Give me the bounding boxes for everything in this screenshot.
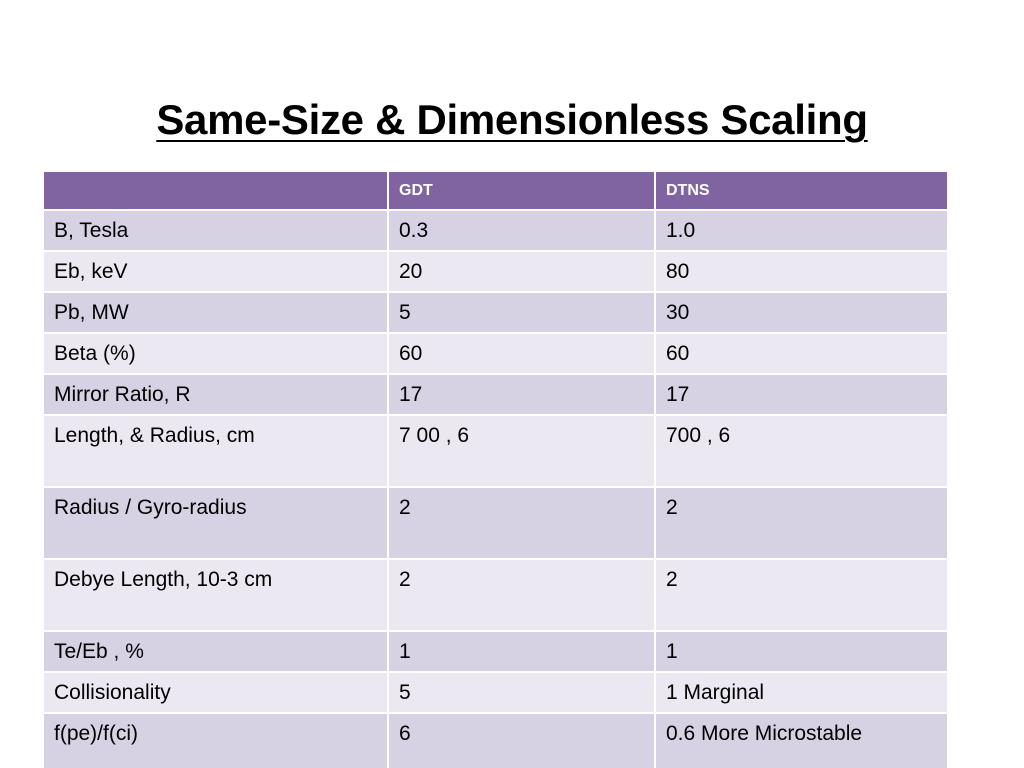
gdt-cell: 0.3 [387,209,656,252]
dtns-cell: 1 Marginal [654,671,949,714]
parameter-cell: Pb, MW [42,291,389,334]
parameter-cell: Radius / Gyro-radius [42,486,389,560]
dtns-cell: 700 , 6 [654,414,949,488]
gdt-cell: 5 [387,671,656,714]
gdt-cell: 2 [387,486,656,560]
gdt-cell: 17 [387,373,656,416]
dtns-cell: 0.6 More Microstable [654,712,949,768]
dtns-cell: 30 [654,291,949,334]
header-parameter [42,170,389,211]
table-row: Te/Eb , % 1 1 [42,630,949,673]
table-row: Length, & Radius, cm 7 00 , 6 700 , 6 [42,414,949,488]
dtns-cell: 1 [654,630,949,673]
parameter-cell: Length, & Radius, cm [42,414,389,488]
table-row: Pb, MW 5 30 [42,291,949,334]
dtns-cell: 2 [654,486,949,560]
gdt-cell: 2 [387,558,656,632]
table-row: Radius / Gyro-radius 2 2 [42,486,949,560]
gdt-cell: 7 00 , 6 [387,414,656,488]
table-row: f(pe)/f(ci) 6 0.6 More Microstable [42,712,949,768]
dtns-cell: 1.0 [654,209,949,252]
header-gdt: GDT [387,170,656,211]
parameter-cell: Debye Length, 10-3 cm [42,558,389,632]
table-row: Collisionality 5 1 Marginal [42,671,949,714]
table-row: Eb, keV 20 80 [42,250,949,293]
table-header-row: GDT DTNS [42,170,949,211]
dtns-cell: 2 [654,558,949,632]
parameter-cell: B, Tesla [42,209,389,252]
table-row: Debye Length, 10-3 cm 2 2 [42,558,949,632]
gdt-cell: 20 [387,250,656,293]
parameter-cell: Te/Eb , % [42,630,389,673]
table-row: Beta (%) 60 60 [42,332,949,375]
dtns-cell: 60 [654,332,949,375]
parameter-cell: f(pe)/f(ci) [42,712,389,768]
parameter-cell: Mirror Ratio, R [42,373,389,416]
parameter-cell: Collisionality [42,671,389,714]
gdt-cell: 6 [387,712,656,768]
dtns-cell: 80 [654,250,949,293]
parameter-cell: Beta (%) [42,332,389,375]
parameter-cell: Eb, keV [42,250,389,293]
gdt-cell: 1 [387,630,656,673]
slide-title: Same-Size & Dimensionless Scaling [156,96,868,144]
table-row: Mirror Ratio, R 17 17 [42,373,949,416]
comparison-table: GDT DTNS B, Tesla 0.3 1.0 Eb, keV 20 80 … [42,170,949,768]
dtns-cell: 17 [654,373,949,416]
header-dtns: DTNS [654,170,949,211]
gdt-cell: 60 [387,332,656,375]
table-row: B, Tesla 0.3 1.0 [42,209,949,252]
gdt-cell: 5 [387,291,656,334]
